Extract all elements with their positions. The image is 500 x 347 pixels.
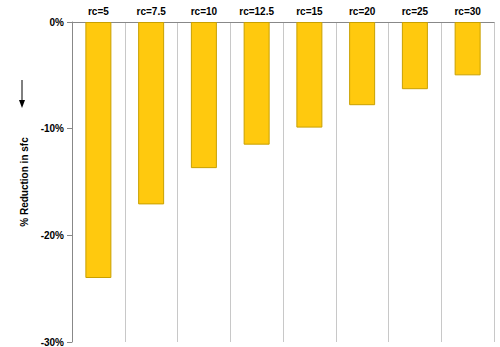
- svg-text:-10%: -10%: [41, 123, 64, 134]
- svg-text:-20%: -20%: [41, 230, 64, 241]
- svg-text:rc=30: rc=30: [454, 6, 481, 17]
- svg-text:rc=10: rc=10: [191, 6, 218, 17]
- svg-text:-30%: -30%: [41, 337, 64, 347]
- svg-text:rc=15: rc=15: [296, 6, 323, 17]
- svg-text:rc=7.5: rc=7.5: [137, 6, 167, 17]
- svg-text:0%: 0%: [50, 17, 65, 28]
- svg-text:rc=12.5: rc=12.5: [239, 6, 274, 17]
- svg-text:rc=20: rc=20: [349, 6, 376, 17]
- svg-text:rc=25: rc=25: [402, 6, 429, 17]
- svg-text:% Reduction in sfc: % Reduction in sfc: [19, 137, 30, 227]
- svg-text:rc=5: rc=5: [88, 6, 109, 17]
